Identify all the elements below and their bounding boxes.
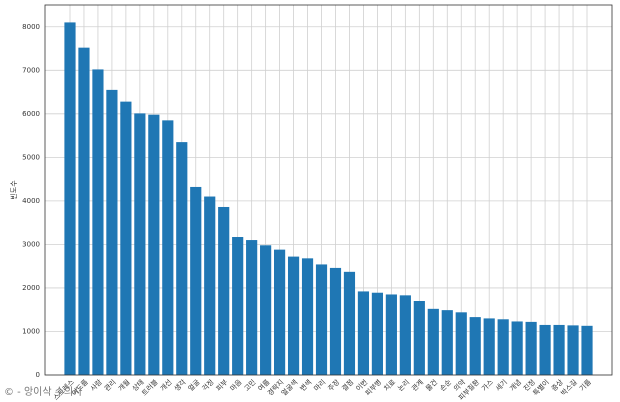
x-tick-label: 개월 xyxy=(116,377,131,392)
bar xyxy=(134,113,146,375)
x-tick-label: 기름 xyxy=(577,377,593,393)
x-tick-label: 마음 xyxy=(228,377,244,393)
bar xyxy=(260,245,272,375)
bar xyxy=(64,22,76,375)
x-tick-label: 특별이 xyxy=(531,377,551,397)
bar xyxy=(567,325,579,375)
bar xyxy=(553,324,565,375)
x-tick-label: 손순 xyxy=(438,378,453,393)
x-tick-label: 박스길 xyxy=(559,377,579,397)
bar xyxy=(469,317,481,375)
x-tick-label: 관리 xyxy=(102,377,117,392)
bar xyxy=(399,295,411,375)
x-tick-label: 마리 xyxy=(312,377,327,392)
x-tick-label: 관계 xyxy=(410,377,425,392)
bar xyxy=(343,271,356,375)
bar xyxy=(315,264,328,375)
x-tick-label: 주장 xyxy=(326,377,342,393)
y-tick-label: 8000 xyxy=(22,23,40,31)
bar xyxy=(176,142,188,375)
x-tick-label: 세기 xyxy=(494,377,509,392)
y-tick-label: 2000 xyxy=(22,284,40,292)
x-tick-label: 생각 xyxy=(172,377,188,393)
y-tick-label: 5000 xyxy=(22,153,40,161)
plot-frame xyxy=(44,4,613,376)
x-tick-label: 사람 xyxy=(88,377,104,393)
y-tick-label: 6000 xyxy=(22,110,40,118)
bar xyxy=(497,319,509,375)
bar xyxy=(204,196,216,375)
bar xyxy=(441,310,453,375)
x-tick-label: 트러블 xyxy=(140,377,160,397)
x-tick-label: 개념 xyxy=(507,377,522,392)
x-tick-label: 결점 xyxy=(340,377,355,392)
bar xyxy=(385,294,397,375)
bar xyxy=(525,321,537,375)
bar xyxy=(92,69,104,376)
x-tick-label: 피부병 xyxy=(363,377,383,397)
y-axis-label: 빈도수 xyxy=(9,180,18,200)
bar xyxy=(287,256,300,375)
y-tick-label: 7000 xyxy=(22,66,40,74)
bar xyxy=(483,318,495,375)
bar xyxy=(511,321,523,375)
watermark: © - 앙이삭 수의사 xyxy=(4,386,82,398)
bar xyxy=(246,240,258,375)
bar xyxy=(301,258,314,375)
x-tick-label: 얼굴색 xyxy=(279,377,299,397)
bar xyxy=(218,206,230,375)
x-tick-label: 얼굴 xyxy=(186,377,202,393)
x-tick-label: 피부 xyxy=(214,377,230,393)
bar xyxy=(329,267,342,375)
y-tick-label: 1000 xyxy=(22,327,40,335)
x-tick-label: 치료 xyxy=(382,377,398,393)
bar xyxy=(148,114,160,375)
bar xyxy=(232,237,244,375)
bar xyxy=(371,292,383,375)
bar xyxy=(106,89,118,375)
bar xyxy=(190,186,202,375)
bar xyxy=(78,47,90,376)
bar xyxy=(455,312,467,375)
x-tick-label: 개선 xyxy=(158,377,173,392)
x-tick-label: 변색 xyxy=(298,377,313,392)
bar xyxy=(427,308,439,375)
bar xyxy=(274,249,286,375)
x-tick-label: 걱정 xyxy=(200,377,215,392)
bar xyxy=(120,101,132,376)
y-tick-label: 3000 xyxy=(22,240,40,248)
bar xyxy=(162,120,174,376)
x-tick-label: 고민 xyxy=(242,377,257,392)
x-tick-label: 가스 xyxy=(480,377,496,393)
bar xyxy=(413,301,425,375)
y-tick-label: 0 xyxy=(36,371,40,379)
bar xyxy=(539,324,551,375)
x-tick-label: 논리 xyxy=(396,377,411,392)
x-tick-label: 물건 xyxy=(424,377,439,392)
bar xyxy=(581,325,593,375)
bar xyxy=(357,291,370,375)
y-tick-label: 4000 xyxy=(22,197,40,205)
